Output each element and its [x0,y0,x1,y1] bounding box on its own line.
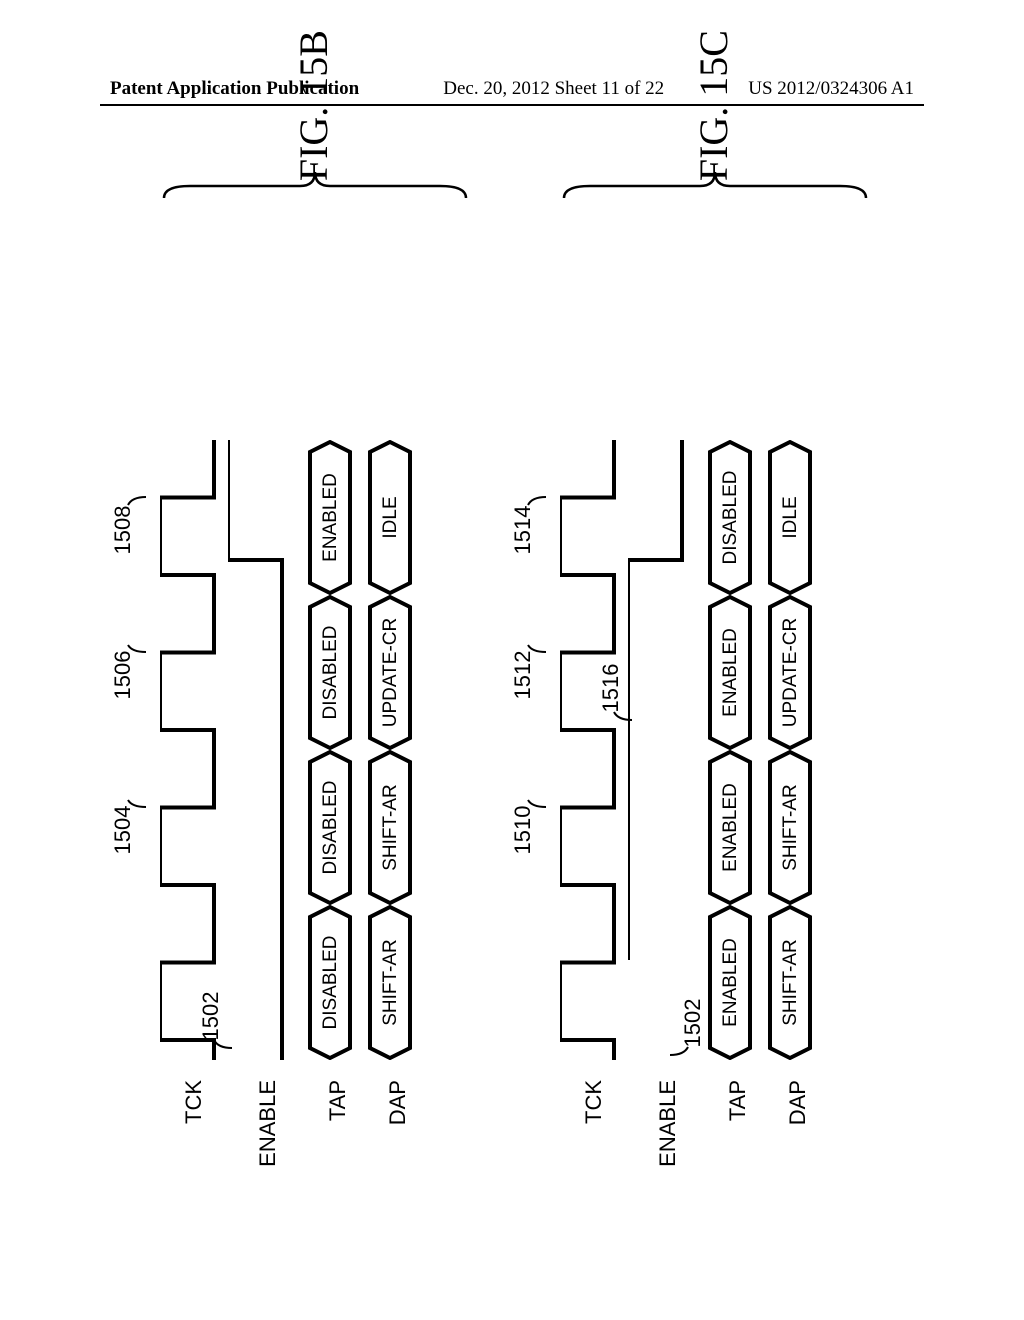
svg-text:1502: 1502 [680,999,704,1048]
svg-text:UPDATE-CR: UPDATE-CR [380,618,401,727]
label-tap-c: TAP [725,1060,751,1170]
page-header: Patent Application Publication Dec. 20, … [0,78,1024,100]
header-rule [100,104,924,106]
header-right: US 2012/0324306 A1 [748,78,914,100]
svg-text:SHIFT-AR: SHIFT-AR [780,784,801,871]
row-tap-b: TAP DISABLED DISABLED DISABLED ENABLED [308,210,368,1170]
svg-text:DISABLED: DISABLED [720,471,741,565]
ref-1502-c: 1502 [664,965,704,1085]
row-tap-c: TAP ENABLED ENABLED ENABLED DISABLED [708,210,768,1170]
row-dap-b: DAP SHIFT-AR SHIFT-AR UPDATE-CR IDLE [368,210,428,1170]
ref-1506: 1506 [112,651,135,700]
diagram-container: TCK 1504 1506 1508 ENABLE [160,210,880,1170]
svg-text:ENABLED: ENABLED [320,473,341,562]
fig-title-b: FIG. 15B [290,30,337,181]
svg-text:IDLE: IDLE [380,496,401,538]
svg-text:SHIFT-AR: SHIFT-AR [780,939,801,1026]
label-enable: ENABLE [255,1060,281,1170]
dap-states-c: SHIFT-AR SHIFT-AR UPDATE-CR IDLE [768,440,812,1060]
label-tap: TAP [325,1060,351,1170]
label-dap-c: DAP [785,1060,811,1170]
tap-states-b: DISABLED DISABLED DISABLED ENABLED [308,440,352,1060]
label-tck-c: TCK [581,1060,607,1170]
svg-text:IDLE: IDLE [780,496,801,538]
ref-1512: 1512 [512,651,535,700]
svg-text:ENABLED: ENABLED [720,628,741,717]
svg-text:ENABLED: ENABLED [720,783,741,872]
ref-1508: 1508 [112,506,135,555]
svg-text:1502: 1502 [198,992,223,1041]
svg-text:1516: 1516 [598,664,623,713]
svg-text:UPDATE-CR: UPDATE-CR [780,618,801,727]
figure-15c: TCK 1510 1512 1514 ENABLE [560,210,890,1170]
svg-text:DISABLED: DISABLED [320,781,341,875]
ref-1510: 1510 [512,806,535,855]
ref-1502-b: 1502 [198,958,238,1078]
header-center: Dec. 20, 2012 Sheet 11 of 22 [443,78,664,100]
ref-1514: 1514 [512,506,535,555]
tck-refs-c: 1510 1512 1514 [512,440,552,1060]
row-enable-b: ENABLE 1502 [228,210,308,1170]
svg-text:DISABLED: DISABLED [320,626,341,720]
figure-15b: TCK 1504 1506 1508 ENABLE [160,210,490,1170]
fig-title-c: FIG. 15C [690,30,737,181]
ref-1516: 1516 [598,600,638,760]
svg-text:DISABLED: DISABLED [320,936,341,1030]
row-dap-c: DAP SHIFT-AR SHIFT-AR UPDATE-CR IDLE [768,210,828,1170]
tap-states-c: ENABLED ENABLED ENABLED DISABLED [708,440,752,1060]
ref-1504: 1504 [112,806,135,855]
svg-text:ENABLED: ENABLED [720,938,741,1027]
svg-text:SHIFT-AR: SHIFT-AR [380,784,401,871]
row-enable-c: ENABLE 1502 1516 [628,210,708,1170]
svg-text:SHIFT-AR: SHIFT-AR [380,939,401,1026]
tck-refs-b: 1504 1506 1508 [112,440,152,1060]
dap-states-b: SHIFT-AR SHIFT-AR UPDATE-CR IDLE [368,440,412,1060]
label-dap: DAP [385,1060,411,1170]
